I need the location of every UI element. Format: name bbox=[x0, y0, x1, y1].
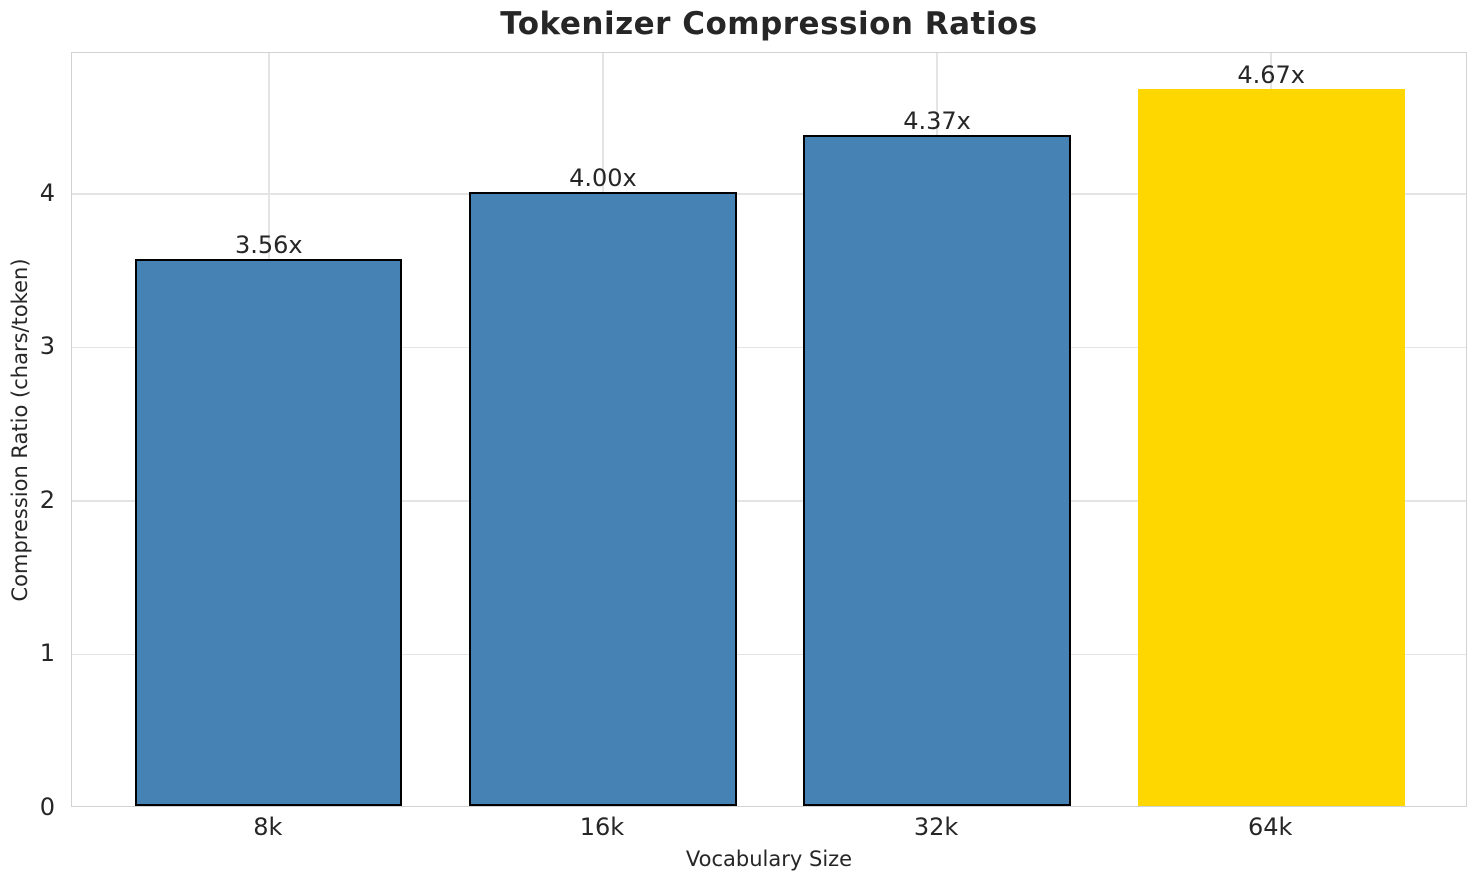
h-gridline-1 bbox=[72, 653, 1466, 656]
y-tick-label-3: 3 bbox=[39, 332, 55, 361]
y-tick-label-4: 4 bbox=[39, 178, 55, 207]
bar-value-label-64k: 4.67x bbox=[1237, 61, 1306, 90]
bar-8k bbox=[135, 259, 403, 806]
plot-area: 3.56x 4.00x 4.37x 4.67x bbox=[71, 52, 1467, 807]
y-tick-label-1: 1 bbox=[39, 639, 55, 668]
h-gridline-4 bbox=[72, 193, 1466, 195]
y-tick-label-2: 2 bbox=[39, 485, 55, 514]
bar-32k bbox=[803, 135, 1071, 806]
y-axis-label: Compression Ratio (chars/token) bbox=[8, 258, 32, 602]
chart-title: Tokenizer Compression Ratios bbox=[500, 6, 1038, 42]
x-axis-label: Vocabulary Size bbox=[685, 847, 853, 871]
x-tick-label-16k: 16k bbox=[579, 813, 625, 841]
bar-64k bbox=[1137, 89, 1405, 806]
h-gridline-2 bbox=[72, 500, 1466, 502]
bar-value-label-16k: 4.00x bbox=[569, 163, 637, 192]
x-tick-label-64k: 64k bbox=[1247, 813, 1293, 841]
x-tick-label-32k: 32k bbox=[913, 813, 959, 841]
x-tick-label-8k: 8k bbox=[253, 813, 283, 841]
bar-16k bbox=[469, 191, 737, 806]
bar-value-label-8k: 3.56x bbox=[234, 231, 303, 260]
h-gridline-3 bbox=[72, 346, 1466, 349]
y-tick-label-0: 0 bbox=[39, 793, 55, 821]
bar-value-label-32k: 4.37x bbox=[903, 107, 971, 136]
